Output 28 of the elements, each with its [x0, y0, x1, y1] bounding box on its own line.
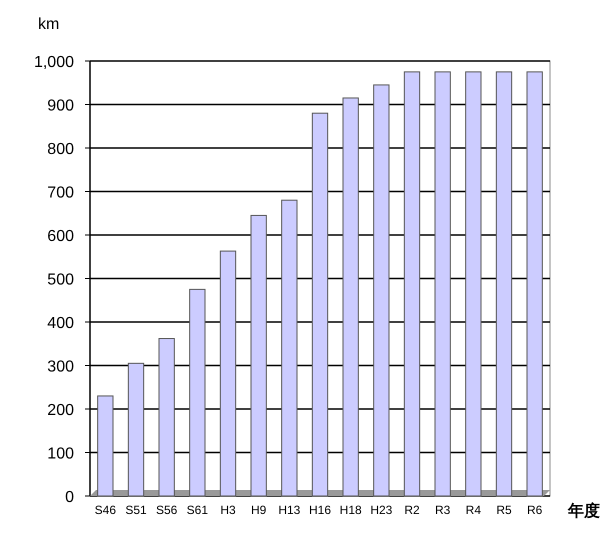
y-tick-label: 700 — [47, 184, 74, 202]
y-tick-label: 600 — [47, 228, 74, 245]
y-tick-label: 400 — [47, 315, 74, 332]
x-tick-label: H23 — [370, 503, 393, 517]
x-tick-label: S46 — [94, 503, 116, 517]
x-tick-label: H13 — [278, 503, 301, 517]
x-tick-label: R4 — [466, 503, 482, 517]
y-tick-label: 200 — [47, 402, 74, 419]
y-tick-label: 100 — [47, 446, 74, 462]
y-axis-title: km — [38, 16, 60, 33]
x-tick-label: S51 — [125, 503, 147, 517]
y-tick-label: 300 — [47, 358, 74, 376]
x-tick-label: H18 — [340, 503, 362, 517]
y-tick-label: 800 — [47, 141, 74, 158]
y-tick-label: 500 — [47, 272, 74, 288]
x-tick-label: R3 — [434, 503, 451, 517]
x-axis-title: 年度 — [567, 501, 600, 520]
y-tick-label: 1,000 — [34, 54, 74, 71]
y-tick-label: 900 — [47, 98, 74, 114]
x-tick-label: S61 — [186, 503, 208, 517]
x-tick-label: H16 — [308, 503, 332, 517]
x-tick-label: R6 — [526, 503, 543, 517]
x-tick-label: R5 — [496, 503, 512, 517]
y-tick-label: 0 — [65, 489, 74, 506]
x-tick-label: S56 — [156, 503, 178, 517]
x-tick-label: H9 — [250, 503, 267, 517]
x-tick-label: H3 — [220, 503, 236, 517]
x-tick-label: R2 — [404, 503, 420, 517]
